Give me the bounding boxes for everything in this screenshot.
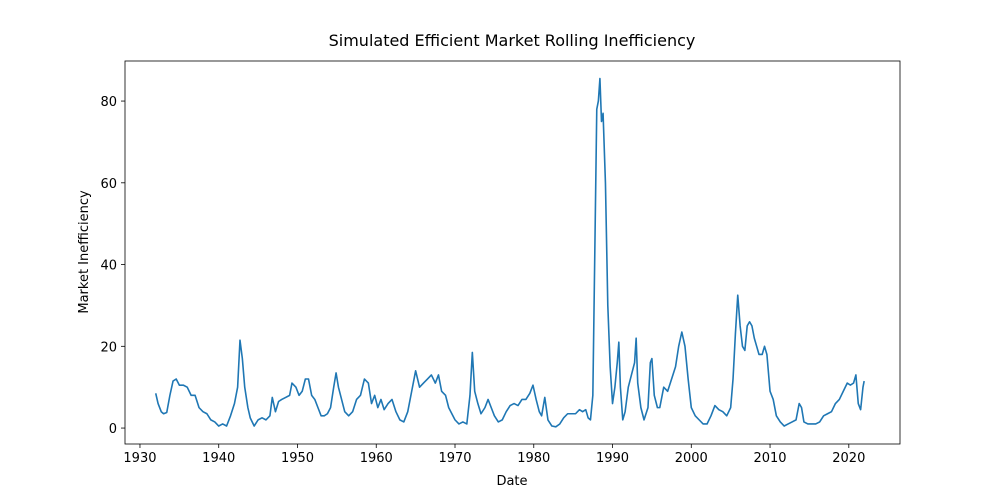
y-tick-label: 40 — [100, 259, 117, 274]
x-tick-label: 1990 — [596, 451, 629, 466]
y-tick-label: 80 — [100, 95, 117, 110]
x-tick-label: 2000 — [675, 451, 708, 466]
x-tick-label: 2020 — [832, 451, 865, 466]
x-tick-label: 1940 — [202, 451, 235, 466]
y-tick-label: 0 — [109, 422, 117, 437]
x-tick-label: 1950 — [281, 451, 314, 466]
x-tick-label: 1960 — [360, 451, 393, 466]
x-tick-label: 1980 — [517, 451, 550, 466]
data-line — [154, 77, 865, 428]
x-axis-label: Date — [496, 474, 527, 489]
x-tick-label: 1970 — [438, 451, 471, 466]
x-tick-label: 2010 — [753, 451, 786, 466]
y-tick-label: 20 — [100, 340, 117, 355]
x-tick-label: 1930 — [123, 451, 156, 466]
y-tick-label: 60 — [100, 177, 117, 192]
axes-frame — [124, 60, 901, 445]
y-axis-label: Market Inefficiency — [77, 190, 92, 314]
chart-title: Simulated Efficient Market Rolling Ineff… — [329, 31, 696, 50]
